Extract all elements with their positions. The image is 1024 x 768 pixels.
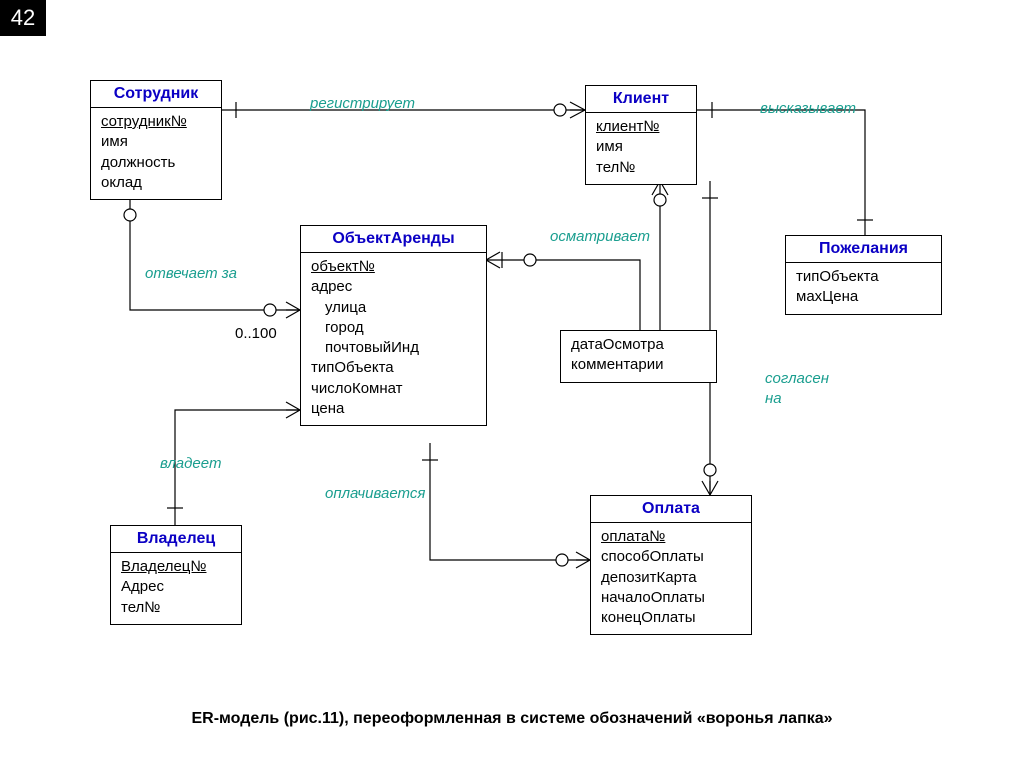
er-diagram-canvas: 42 <box>0 0 1024 768</box>
entity-title: ОбъектАренды <box>301 226 486 253</box>
rel-registers: регистрирует <box>310 95 415 112</box>
page-number-badge: 42 <box>0 0 46 36</box>
entity-employee: Сотрудник сотрудник№ имя должность оклад <box>90 80 222 200</box>
entity-title: Пожелания <box>786 236 941 263</box>
rel-responsible: отвечает за <box>145 265 237 282</box>
entity-wishes: Пожелания типОбъекта махЦена <box>785 235 942 315</box>
entity-attrs: сотрудник№ имя должность оклад <box>91 108 221 199</box>
entity-payment: Оплата оплата№ способОплаты депозитКарта… <box>590 495 752 635</box>
entity-attrs: объект№ адрес улица город почтовыйИнд ти… <box>301 253 486 425</box>
entity-title: Клиент <box>586 86 696 113</box>
entity-rental-object: ОбъектАренды объект№ адрес улица город п… <box>300 225 487 426</box>
entity-attrs: оплата№ способОплаты депозитКарта начало… <box>591 523 751 634</box>
rel-expresses: высказывает <box>760 100 856 117</box>
entity-title: Владелец <box>111 526 241 553</box>
rel-agrees-1: согласен <box>765 370 829 387</box>
entity-viewing-assoc: датаОсмотра комментарии <box>560 330 717 383</box>
diagram-caption: ER-модель (рис.11), переоформленная в си… <box>0 710 1024 728</box>
entity-owner: Владелец Владелец№ Адрес тел№ <box>110 525 242 625</box>
rel-agrees-2: на <box>765 390 782 407</box>
entity-client: Клиент клиент№ имя тел№ <box>585 85 697 185</box>
entity-title: Оплата <box>591 496 751 523</box>
entity-attrs: клиент№ имя тел№ <box>586 113 696 184</box>
rel-paid: оплачивается <box>325 485 425 502</box>
entity-attrs: типОбъекта махЦена <box>786 263 941 314</box>
rel-owns: владеет <box>160 455 221 472</box>
entity-attrs: Владелец№ Адрес тел№ <box>111 553 241 624</box>
rel-views: осматривает <box>550 228 650 245</box>
entity-attrs: датаОсмотра комментарии <box>561 331 716 382</box>
entity-title: Сотрудник <box>91 81 221 108</box>
cardinality-0-100: 0..100 <box>235 325 277 342</box>
